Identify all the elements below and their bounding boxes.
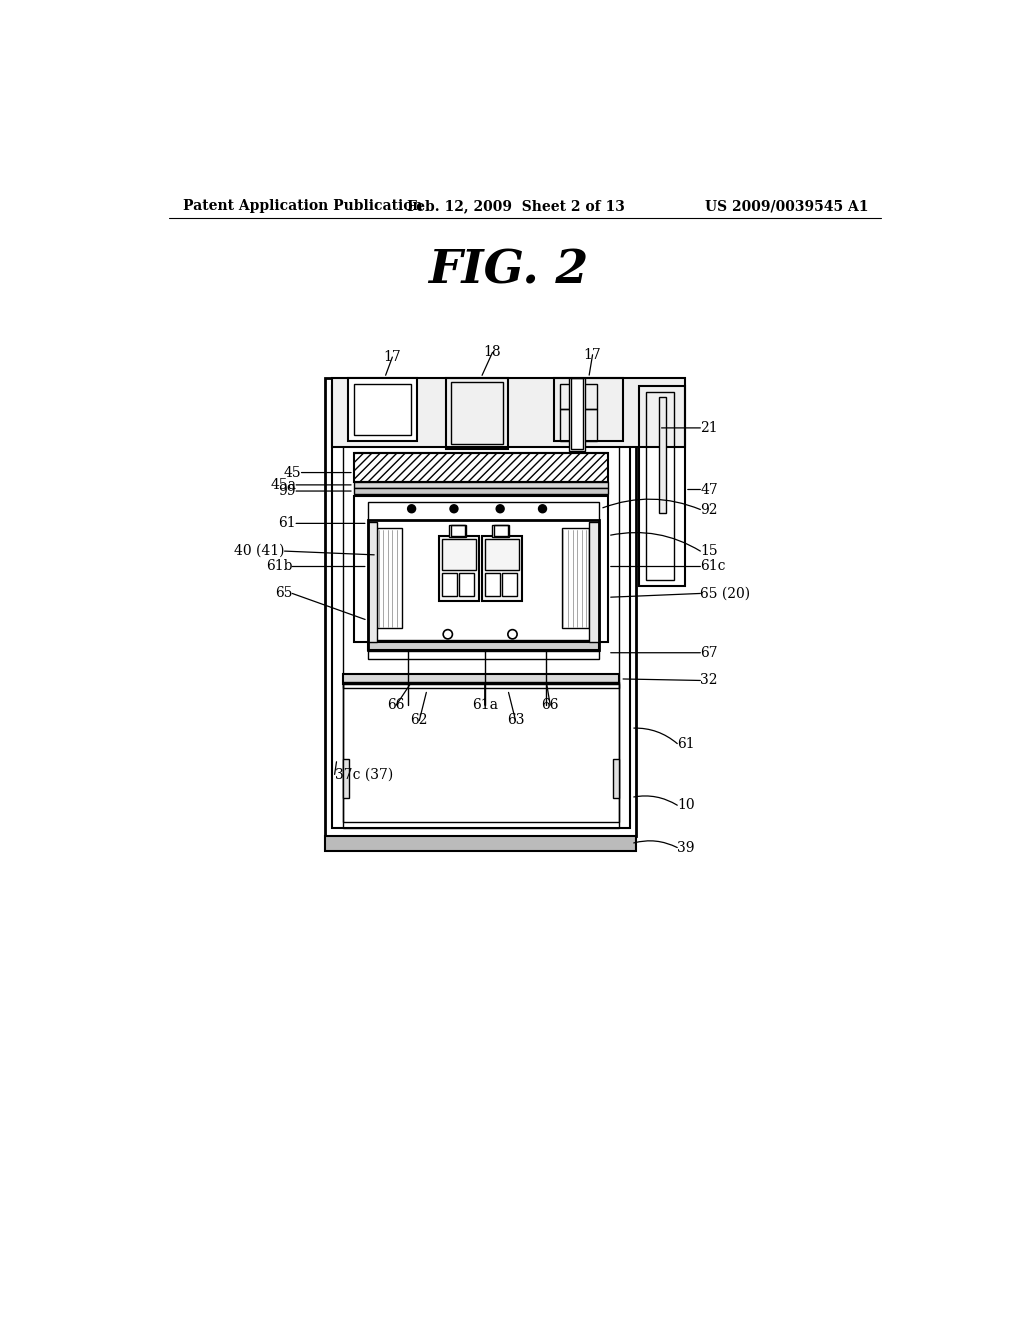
Text: 15: 15 — [700, 544, 718, 558]
Text: 61c: 61c — [700, 560, 726, 573]
Text: 67: 67 — [700, 645, 718, 660]
Bar — [646, 392, 674, 579]
Circle shape — [539, 504, 547, 512]
Bar — [333, 378, 685, 447]
Bar — [343, 392, 618, 822]
Bar — [560, 384, 597, 409]
Text: 18: 18 — [483, 346, 502, 359]
Bar — [325, 378, 636, 836]
Bar — [343, 682, 618, 829]
Text: 62: 62 — [411, 714, 428, 727]
Bar — [354, 453, 608, 482]
Bar — [354, 384, 411, 434]
Text: 45a: 45a — [270, 478, 296, 492]
Text: 10: 10 — [677, 799, 695, 812]
Text: Feb. 12, 2009  Sheet 2 of 13: Feb. 12, 2009 Sheet 2 of 13 — [407, 199, 625, 213]
Bar — [560, 409, 597, 441]
Bar — [368, 520, 599, 649]
Bar — [368, 521, 377, 642]
Bar — [589, 521, 599, 642]
Bar — [354, 496, 608, 642]
Bar — [612, 759, 618, 797]
Bar — [658, 397, 667, 512]
Bar — [348, 378, 417, 441]
Bar — [451, 525, 465, 536]
Text: 32: 32 — [700, 673, 718, 688]
Text: 66: 66 — [542, 698, 559, 711]
Text: US 2009/0039545 A1: US 2009/0039545 A1 — [705, 199, 868, 213]
Bar — [368, 502, 599, 640]
Bar — [493, 525, 509, 537]
Bar — [571, 378, 584, 449]
Bar — [377, 528, 401, 628]
Text: 65: 65 — [274, 586, 292, 601]
Bar — [325, 836, 636, 851]
Bar — [441, 539, 475, 570]
Text: 61: 61 — [279, 516, 296, 531]
Text: FIG. 2: FIG. 2 — [428, 247, 588, 293]
Bar — [494, 525, 508, 536]
Circle shape — [408, 504, 416, 512]
Text: 39: 39 — [677, 841, 694, 854]
Text: 40 (41): 40 (41) — [234, 544, 285, 558]
Text: 45: 45 — [284, 466, 301, 479]
Bar — [368, 651, 599, 659]
Bar — [446, 378, 508, 449]
Circle shape — [497, 504, 504, 512]
Bar — [484, 573, 500, 595]
Bar — [343, 759, 349, 797]
Bar — [343, 675, 618, 684]
Text: 21: 21 — [700, 421, 718, 434]
Text: 61a: 61a — [472, 698, 498, 711]
Text: 61b: 61b — [266, 560, 292, 573]
Bar — [368, 642, 599, 649]
Text: 17: 17 — [383, 350, 401, 364]
Text: 66: 66 — [387, 698, 404, 711]
Bar — [343, 684, 618, 688]
Text: Patent Application Publication: Patent Application Publication — [183, 199, 423, 213]
Bar — [484, 539, 518, 570]
Bar — [451, 383, 503, 444]
Bar — [459, 573, 474, 595]
Text: 99: 99 — [279, 484, 296, 498]
Text: 37c (37): 37c (37) — [335, 767, 393, 781]
Bar — [438, 536, 478, 601]
Bar — [639, 385, 685, 586]
Bar — [450, 525, 466, 537]
Bar — [354, 488, 608, 494]
Text: 61: 61 — [677, 737, 695, 751]
Bar — [554, 378, 624, 441]
Text: 92: 92 — [700, 503, 718, 516]
Bar — [333, 385, 630, 829]
Text: 63: 63 — [507, 714, 524, 727]
Bar — [354, 482, 608, 488]
Bar — [481, 536, 521, 601]
Bar — [441, 573, 457, 595]
Bar — [562, 528, 589, 628]
Text: 17: 17 — [584, 347, 601, 362]
Circle shape — [451, 504, 458, 512]
Text: 65 (20): 65 (20) — [700, 586, 751, 601]
Bar — [502, 573, 517, 595]
Bar — [569, 378, 585, 451]
Text: 47: 47 — [700, 483, 718, 496]
